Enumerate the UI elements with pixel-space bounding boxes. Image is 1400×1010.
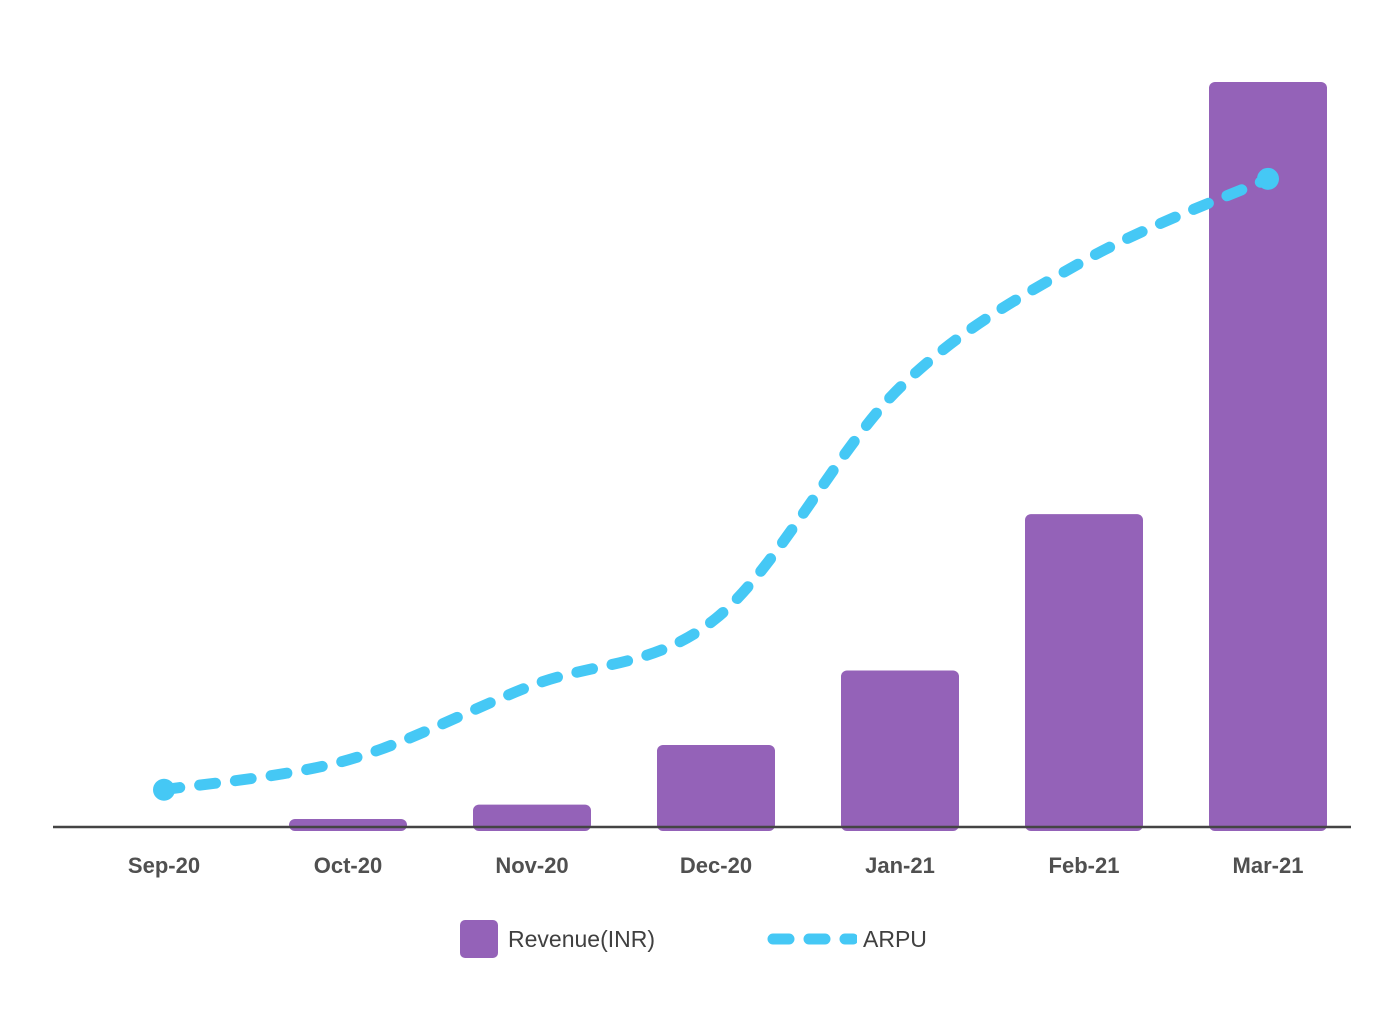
legend-swatch-arpu: [767, 933, 857, 945]
x-tick-label: Jan-21: [865, 853, 935, 878]
legend-item-arpu: ARPU: [767, 926, 927, 953]
arpu-line: [158, 173, 1274, 796]
legend-swatch-revenue: [460, 920, 498, 958]
legend: Revenue(INR) ARPU: [460, 918, 927, 960]
bar-Jan-21: [841, 670, 959, 831]
legend-label-arpu: ARPU: [863, 925, 927, 952]
bar-Oct-20: [289, 819, 407, 831]
bar-Mar-21: [1209, 82, 1327, 831]
legend-item-revenue: Revenue(INR): [460, 920, 655, 958]
revenue-bars: [289, 82, 1327, 831]
x-tick-label: Mar-21: [1233, 853, 1304, 878]
arpu-point-Mar-21: [1257, 167, 1279, 190]
bar-Feb-21: [1025, 514, 1143, 831]
legend-label-revenue: Revenue(INR): [508, 925, 655, 952]
x-tick-label: Sep-20: [128, 853, 200, 878]
arpu-markers: [153, 167, 1279, 801]
x-tick-label: Oct-20: [314, 853, 382, 878]
x-tick-label: Feb-21: [1049, 853, 1120, 878]
x-tick-label: Dec-20: [680, 853, 752, 878]
x-tick-label: Nov-20: [495, 853, 568, 878]
bar-Nov-20: [473, 804, 591, 831]
arpu-point-Sep-20: [153, 778, 175, 801]
bar-Dec-20: [657, 745, 775, 831]
x-tick-labels: Sep-20 Oct-20 Nov-20 Dec-20 Jan-21 Feb-21 Mar-…: [128, 853, 1304, 878]
